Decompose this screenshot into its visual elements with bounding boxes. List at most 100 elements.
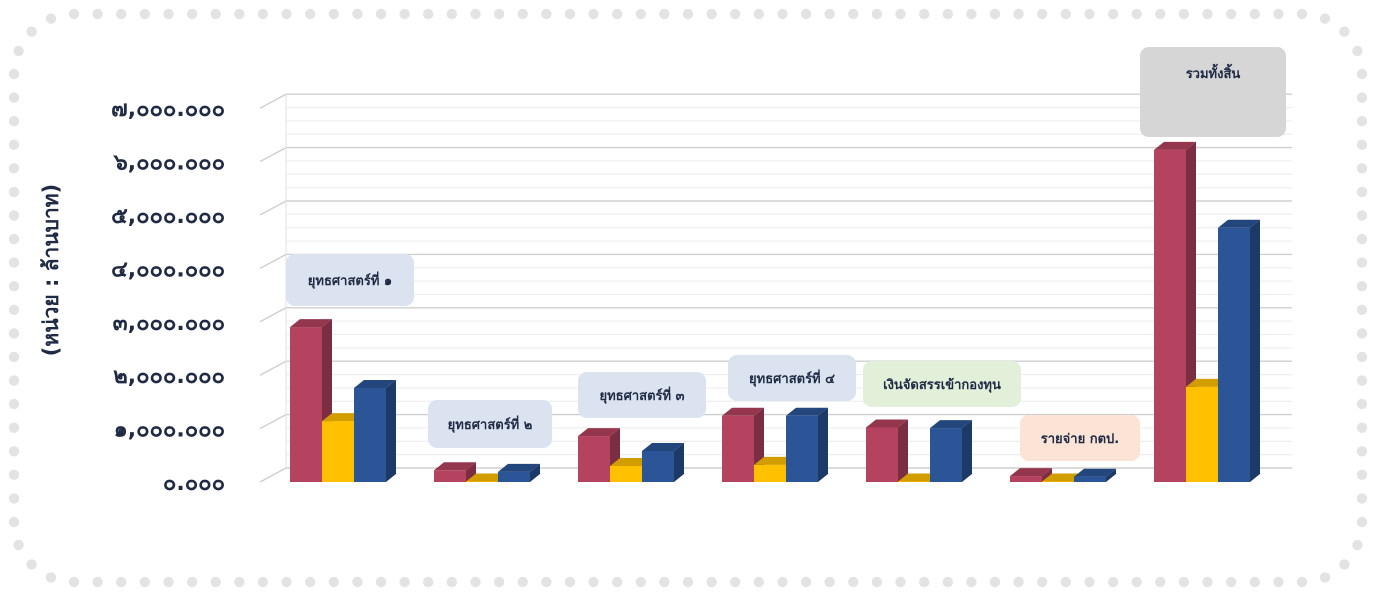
frame-dot [8,304,20,315]
gridline-slant [259,146,287,163]
frame-dot [706,576,717,588]
frame-dot [1356,375,1368,386]
frame-dot [1356,469,1368,480]
bar [1074,468,1116,482]
frame-dot [8,375,20,386]
frame-dot [612,8,623,20]
frame-dot [1037,576,1048,588]
frame-dot [564,576,576,588]
frame-dot [1202,8,1213,20]
frame-dot [1356,351,1368,363]
frame-dot [305,8,316,20]
frame-dot [92,8,103,20]
frame-dot [1319,572,1331,583]
frame-dot [210,576,221,588]
frame-dot [1356,68,1368,80]
frame-dot [8,493,20,504]
frame-dot [966,576,977,588]
gridline-slant [259,307,287,323]
frame-dot [1013,576,1024,588]
frame-dot [541,576,552,588]
frame-dot [8,233,20,245]
category-label: รายจ่าย กตป. [1020,415,1140,461]
frame-dot [1060,8,1072,20]
frame-dot [1356,139,1368,150]
frame-dot [635,576,646,588]
frame-dot [68,8,80,20]
frame-dot [1226,8,1237,20]
frame-dot [612,576,623,588]
frame-dot [1202,576,1213,588]
bar [930,420,972,482]
frame-dot [1319,13,1331,24]
frame-dot [1178,8,1190,20]
bar [1010,468,1052,482]
frame-dot [163,8,174,20]
frame-dot [8,210,20,221]
bars-layer [290,141,1260,483]
frame-dot [1356,257,1368,268]
frame-dot [399,576,410,588]
frame-dot [8,469,20,480]
frame-dot [446,8,457,20]
frame-dot [800,8,812,20]
frame-dot [1084,8,1095,20]
frame-dot [470,8,481,20]
frame-dot [1296,576,1308,588]
frame-dot [116,576,127,588]
frame-dot [989,576,1001,588]
frame-dot [730,8,741,20]
frame-dot [1107,576,1119,588]
frame-dot [753,576,764,588]
y-tick-label: ๓,๐๐๐.๐๐๐ [113,311,225,336]
frame-dot [1352,45,1363,57]
category-label-text: รวมทั้งสิ้น [1186,63,1241,82]
frame-dot [919,8,930,20]
frame-dot [139,576,150,588]
y-tick-label: ๒,๐๐๐.๐๐๐ [113,364,225,389]
frame-dot [8,257,20,268]
frame-dot [871,576,883,588]
category-labels: ยุทธศาสตร์ที่ ๑ยุทธศาสตร์ที่ ๒ ยุทธศาสตร์… [286,47,1286,461]
frame-dot [116,8,127,20]
frame-dot [8,163,20,174]
frame-dot [1060,576,1072,588]
frame-dot [186,8,198,20]
frame-dot [730,576,741,588]
frame-dot [824,576,835,588]
frame-dot [1155,576,1166,588]
frame-dot [423,576,434,588]
frame-dot [1273,576,1284,588]
frame-dot [8,398,20,410]
frame-dot [8,328,20,339]
frame-dot [1249,8,1261,20]
frame-dot [541,8,552,20]
frame-dot [234,8,245,20]
category-label-text: ยุทธศาสตร์ที่ ๓ [599,386,684,404]
frame-dot [493,8,505,20]
category-label-text: เงินจัดสรรเข้ากองทุน [883,377,1001,393]
frame-dot [706,8,717,20]
frame-dot [1131,576,1142,588]
frame-dot [45,13,57,24]
frame-dot [352,576,363,588]
frame-dot [1356,398,1368,410]
frame-dot [1356,422,1368,433]
frame-dot [8,116,20,127]
y-tick-label: ๕,๐๐๐.๐๐๐ [111,204,225,229]
frame-dot [1356,92,1368,103]
frame-dot [824,8,835,20]
y-tick-labels: ๐.๐๐๐ ๑,๐๐๐.๐๐๐ ๒,๐๐๐.๐๐๐ ๓,๐๐๐.๐๐๐ ๔,๐๐๐.๐๐… [111,97,225,496]
y-tick-label: ๑,๐๐๐.๐๐๐ [114,418,225,443]
gridline-slant [259,200,287,216]
y-tick-label: ๐.๐๐๐ [163,471,225,496]
frame-dot [1273,8,1284,20]
frame-dot [1013,8,1024,20]
frame-dot [1037,8,1048,20]
frame-dot [399,8,410,20]
frame-dot [234,576,245,588]
frame-dot [281,8,292,20]
frame-dot [45,572,57,583]
frame-dot [305,576,316,588]
